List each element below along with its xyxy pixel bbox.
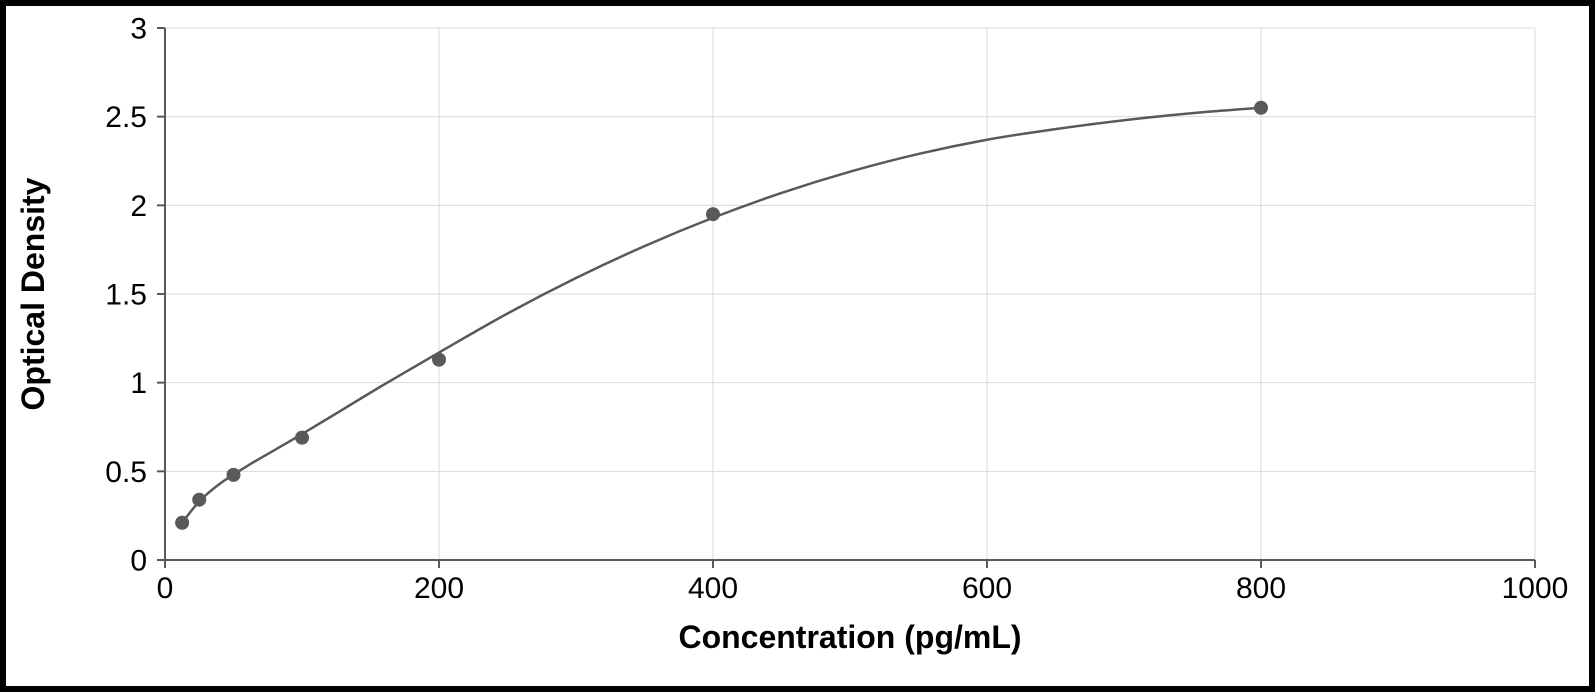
data-point-marker: [432, 353, 446, 367]
x-tick-label: 600: [962, 572, 1012, 605]
x-tick-label: 0: [157, 572, 174, 605]
data-point-marker: [1254, 101, 1268, 115]
y-axis-label: Optical Density: [15, 177, 51, 410]
y-tick-label: 3: [130, 13, 147, 46]
chart-frame: 0 200 400 600 800 1000 0 0.5 1 1.5 2 2.5 3 Concentrat…: [0, 0, 1595, 692]
y-tick-label: 2: [130, 190, 147, 223]
x-tick-label: 800: [1236, 572, 1286, 605]
data-point-marker: [175, 516, 189, 530]
scatter-curve-chart: 0 200 400 600 800 1000 0 0.5 1 1.5 2 2.5 3 Concentrat…: [6, 6, 1589, 686]
y-tick-label: 1: [130, 367, 147, 400]
data-point-marker: [706, 207, 720, 221]
y-tick-label: 0: [130, 545, 147, 578]
data-point-marker: [295, 431, 309, 445]
x-tick-label: 400: [688, 572, 738, 605]
x-axis-label: Concentration (pg/mL): [678, 619, 1021, 655]
x-tick-label: 200: [414, 572, 464, 605]
y-tick-label: 1.5: [105, 279, 147, 312]
x-tick-label: 1000: [1502, 572, 1569, 605]
fitted-curve: [182, 108, 1261, 523]
y-tick-label: 0.5: [105, 456, 147, 489]
y-tick-label: 2.5: [105, 101, 147, 134]
data-point-marker: [227, 468, 241, 482]
data-point-marker: [192, 493, 206, 507]
